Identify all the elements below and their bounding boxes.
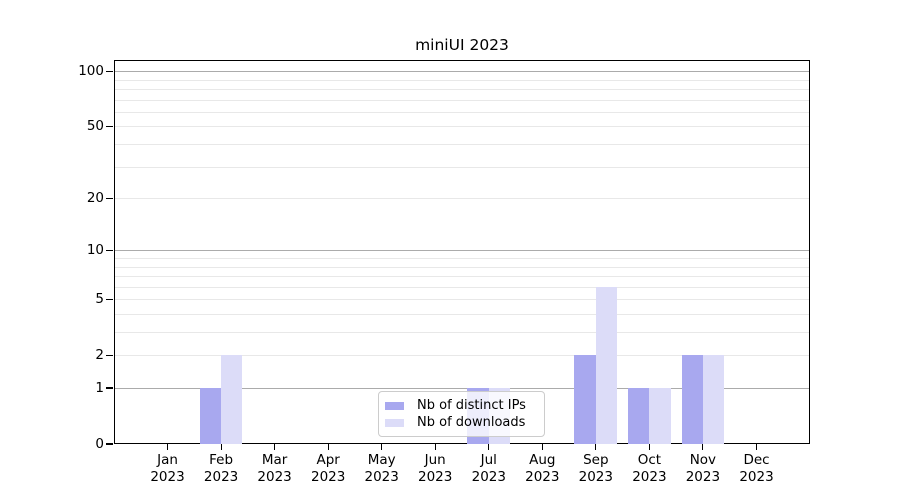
chart-title: miniUI 2023: [415, 36, 509, 54]
legend-label-downloads: Nb of downloads: [417, 415, 526, 430]
minor-gridline-50: [114, 126, 810, 128]
y-tick-100: [106, 70, 113, 72]
x-tick-dec: [755, 444, 758, 450]
x-tick-label-jun: Jun 2023: [418, 452, 453, 485]
x-tick-label-mar: Mar 2023: [257, 452, 292, 485]
minor-gridline-40: [114, 144, 810, 145]
minor-gridline-3: [114, 332, 810, 333]
bar-ips-sep: [574, 355, 596, 444]
minor-gridline-30: [114, 166, 810, 168]
minor-gridline-9: [114, 258, 810, 259]
y-tick-0: [106, 443, 113, 445]
minor-gridline-8: [114, 266, 810, 268]
minor-gridline-20: [114, 198, 810, 200]
y-tick-2: [106, 354, 113, 356]
y-tick-10: [106, 249, 113, 251]
minor-gridline-80: [114, 89, 810, 90]
major-gridline-10: [114, 250, 810, 252]
minor-gridline-7: [114, 276, 810, 277]
bar-downloads-nov: [702, 355, 725, 444]
y-tick-1: [106, 387, 113, 389]
minor-gridline-4: [114, 314, 810, 315]
bar-ips-nov: [681, 355, 703, 444]
x-tick-label-feb: Feb 2023: [203, 452, 239, 485]
major-gridline-1: [114, 388, 810, 389]
x-tick-label-oct: Oct 2023: [632, 452, 667, 485]
x-tick-label-jul: Jul 2023: [471, 452, 506, 485]
x-tick-oct: [648, 444, 650, 450]
minor-gridline-5: [114, 299, 810, 301]
bar-ips-oct: [628, 388, 650, 444]
plot-border: [114, 60, 810, 444]
x-tick-label-nov: Nov 2023: [685, 452, 721, 485]
x-tick-label-apr: Apr 2023: [311, 452, 346, 485]
x-tick-aug: [541, 444, 543, 450]
bar-ips-feb: [199, 388, 222, 444]
bar-downloads-feb: [221, 355, 243, 444]
x-tick-sep: [595, 444, 597, 450]
minor-gridline-60: [114, 111, 810, 113]
y-tick-label-20: 20: [86, 190, 104, 207]
x-tick-label-jan: Jan 2023: [150, 452, 185, 485]
x-tick-label-dec: Dec 2023: [739, 452, 774, 485]
x-tick-jul: [488, 444, 490, 450]
y-tick-label-100: 100: [78, 63, 104, 80]
minor-gridline-2: [114, 355, 810, 357]
legend-entry-distinct-ips: Nb of distinct IPs: [385, 397, 536, 414]
x-tick-may: [381, 444, 383, 450]
x-tick-feb: [220, 444, 222, 450]
y-tick-label-2: 2: [95, 347, 104, 364]
minor-gridline-6: [114, 286, 810, 288]
major-gridline-100: [114, 71, 810, 73]
legend-swatch-downloads: [385, 418, 404, 427]
legend-label-distinct-ips: Nb of distinct IPs: [417, 398, 526, 413]
y-tick-label-1: 1: [95, 380, 104, 396]
y-tick-label-50: 50: [86, 118, 104, 135]
y-tick-50: [106, 125, 113, 127]
legend-entry-downloads: Nb of downloads: [385, 414, 536, 431]
y-tick-label-10: 10: [86, 242, 104, 259]
x-tick-apr: [327, 444, 329, 450]
bar-downloads-oct: [649, 388, 671, 444]
x-tick-jun: [434, 444, 436, 450]
y-tick-label-0: 0: [95, 436, 104, 452]
x-tick-mar: [274, 444, 276, 450]
x-tick-label-aug: Aug 2023: [525, 452, 560, 485]
y-tick-label-5: 5: [95, 291, 104, 308]
x-tick-jan: [166, 444, 169, 450]
minor-gridline-70: [114, 99, 810, 101]
legend: Nb of distinct IPs Nb of downloads: [378, 391, 545, 437]
y-tick-5: [106, 298, 113, 300]
y-tick-20: [106, 197, 113, 199]
x-tick-nov: [702, 444, 704, 450]
bar-downloads-sep: [595, 286, 618, 444]
legend-swatch-distinct-ips: [385, 401, 404, 410]
minor-gridline-90: [114, 79, 810, 81]
x-tick-label-sep: Sep 2023: [578, 452, 613, 485]
x-tick-label-may: May 2023: [364, 452, 399, 485]
